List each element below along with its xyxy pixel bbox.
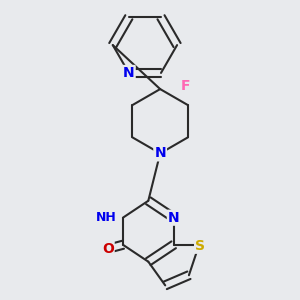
Text: S: S xyxy=(195,239,205,253)
Text: N: N xyxy=(154,146,166,161)
Text: N: N xyxy=(168,211,179,225)
Text: NH: NH xyxy=(96,211,117,224)
Text: F: F xyxy=(181,79,190,93)
Text: N: N xyxy=(123,66,135,80)
Text: O: O xyxy=(102,242,114,256)
